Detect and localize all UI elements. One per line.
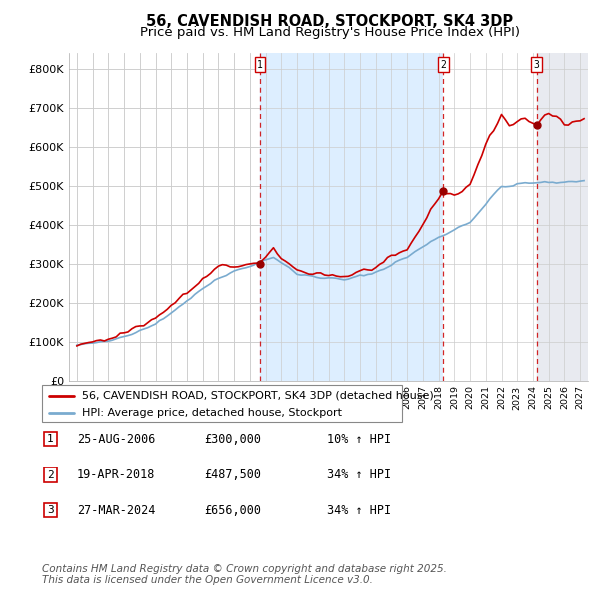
Bar	[260, 53, 443, 381]
Text: 19-APR-2018: 19-APR-2018	[77, 468, 155, 481]
Text: 25-AUG-2006: 25-AUG-2006	[77, 433, 155, 446]
Text: £487,500: £487,500	[204, 468, 261, 481]
Text: 3: 3	[533, 60, 539, 70]
Text: 1: 1	[257, 60, 263, 70]
Text: £300,000: £300,000	[204, 433, 261, 446]
FancyBboxPatch shape	[44, 467, 57, 482]
Text: 56, CAVENDISH ROAD, STOCKPORT, SK4 3DP (detached house): 56, CAVENDISH ROAD, STOCKPORT, SK4 3DP (…	[82, 391, 433, 401]
Text: 34% ↑ HPI: 34% ↑ HPI	[327, 504, 391, 517]
FancyBboxPatch shape	[44, 503, 57, 517]
Text: Contains HM Land Registry data © Crown copyright and database right 2025.
This d: Contains HM Land Registry data © Crown c…	[42, 563, 447, 585]
Text: Price paid vs. HM Land Registry's House Price Index (HPI): Price paid vs. HM Land Registry's House …	[140, 26, 520, 39]
FancyBboxPatch shape	[42, 385, 402, 422]
Text: 10% ↑ HPI: 10% ↑ HPI	[327, 433, 391, 446]
Text: 56, CAVENDISH ROAD, STOCKPORT, SK4 3DP: 56, CAVENDISH ROAD, STOCKPORT, SK4 3DP	[146, 14, 514, 30]
Bar	[536, 53, 588, 381]
Bar	[443, 53, 536, 381]
Text: 1: 1	[47, 434, 54, 444]
Text: HPI: Average price, detached house, Stockport: HPI: Average price, detached house, Stoc…	[82, 408, 341, 418]
FancyBboxPatch shape	[44, 432, 57, 447]
Text: 34% ↑ HPI: 34% ↑ HPI	[327, 468, 391, 481]
Text: 2: 2	[440, 60, 446, 70]
Text: £656,000: £656,000	[204, 504, 261, 517]
Text: 3: 3	[47, 505, 54, 515]
Text: 2: 2	[47, 470, 54, 480]
Text: 27-MAR-2024: 27-MAR-2024	[77, 504, 155, 517]
